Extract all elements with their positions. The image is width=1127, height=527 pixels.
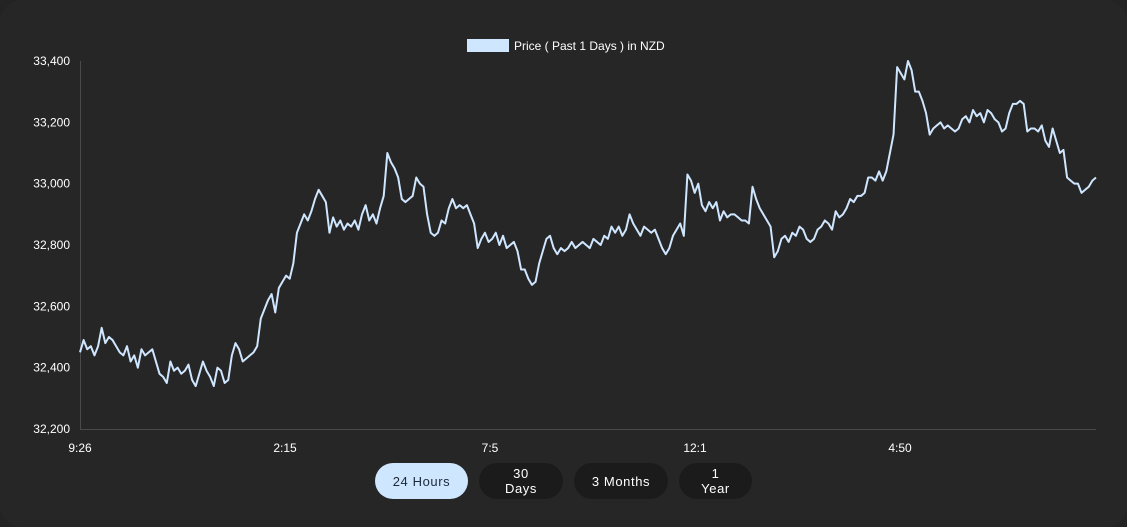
series-group: [79, 60, 1097, 388]
price-line: [79, 60, 1097, 388]
time-range-selector: 24 Hours 30 Days 3 Months 1 Year: [0, 463, 1127, 499]
y-tick-label: 33,000: [33, 177, 70, 191]
legend-swatch: [467, 39, 509, 52]
range-24-hours-button[interactable]: 24 Hours: [375, 463, 468, 499]
y-tick-label: 33,400: [33, 54, 70, 68]
legend-label: Price ( Past 1 Days ) in NZD: [514, 39, 665, 53]
x-tick-label: 4:50: [888, 441, 912, 455]
range-1-year-button[interactable]: 1 Year: [679, 463, 752, 499]
chart-legend[interactable]: Price ( Past 1 Days ) in NZD: [467, 39, 665, 53]
x-tick-label: 7:5: [482, 441, 499, 455]
range-3-months-button[interactable]: 3 Months: [574, 463, 668, 499]
y-tick-label: 32,800: [33, 238, 70, 252]
x-tick-label: 12:1: [683, 441, 707, 455]
y-tick-label: 32,200: [33, 422, 70, 436]
y-tick-label: 33,200: [33, 115, 70, 129]
range-30-days-button[interactable]: 30 Days: [479, 463, 563, 499]
y-tick-label: 32,600: [33, 299, 70, 313]
x-tick-label: 2:15: [273, 441, 297, 455]
x-axis-ticks: 9:26 2:15 7:5 12:1 4:50: [68, 441, 912, 455]
x-tick-label: 9:26: [68, 441, 92, 455]
y-axis-ticks: 33,400 33,200 33,000 32,800 32,600 32,400 32,2…: [33, 54, 70, 436]
y-tick-label: 32,400: [33, 361, 70, 375]
